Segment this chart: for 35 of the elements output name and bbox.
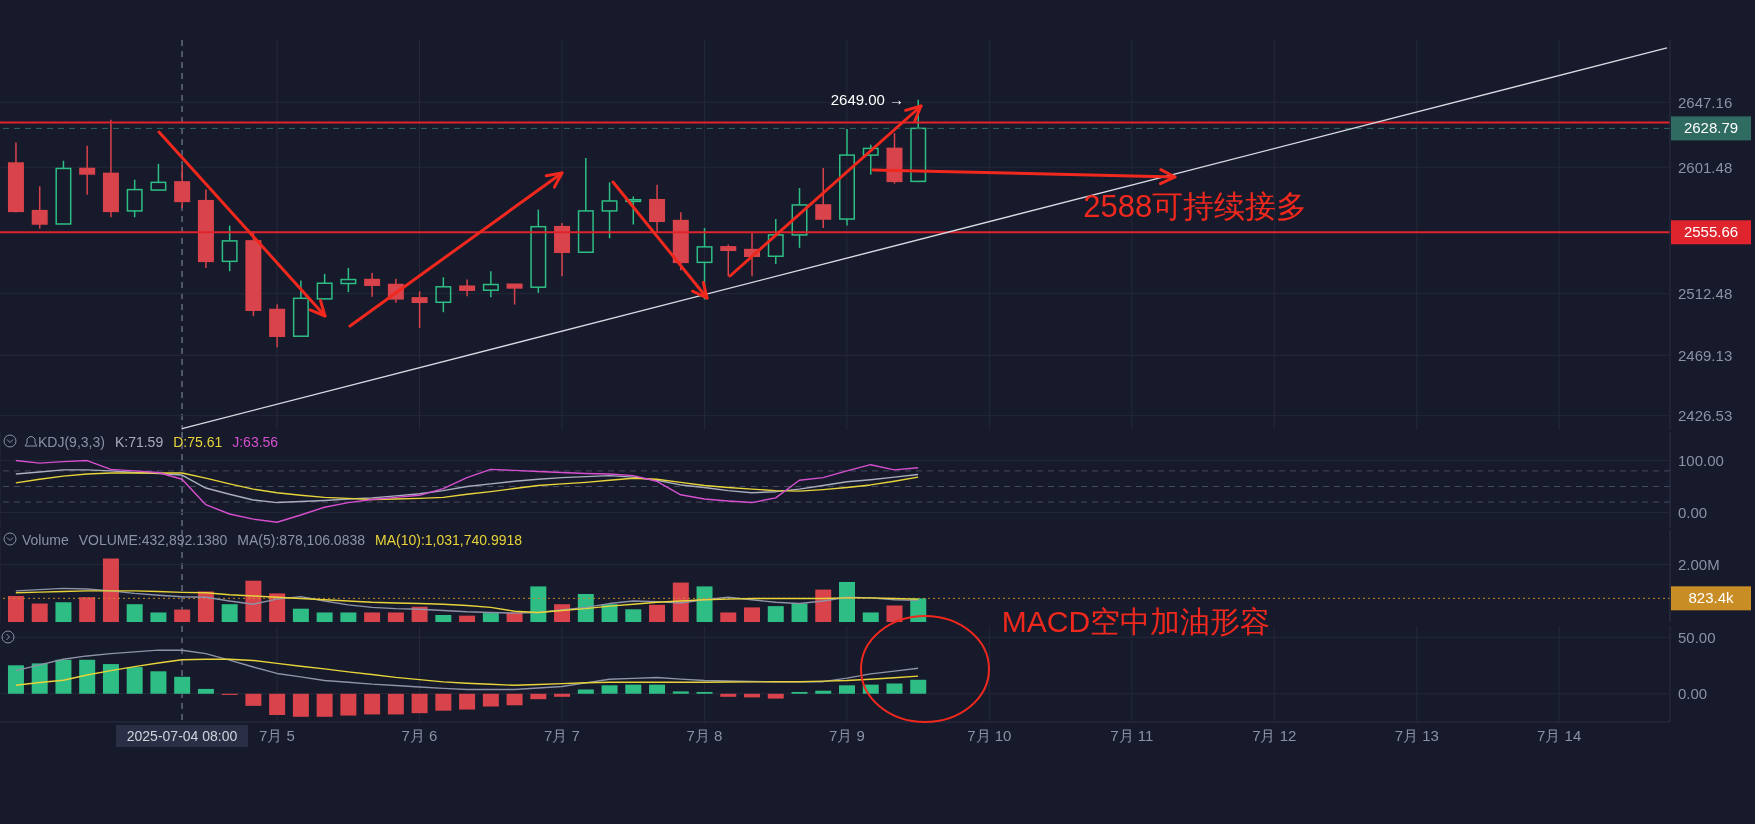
ref-line-label: 2555.66	[1683, 223, 1739, 241]
x-tick-label: 7月 8	[686, 726, 723, 744]
y-tick-label: 2469.13	[1678, 346, 1733, 364]
y-tick-label: 2647.16	[1678, 93, 1733, 111]
x-tick-label: 7月 7	[544, 726, 580, 744]
y-tick-label: 2601.48	[1678, 158, 1733, 176]
annotation: 2588可持续接多	[1083, 189, 1308, 225]
ref-line-label: 823.4k	[1688, 589, 1735, 607]
x-tick-label: 7月 12	[1252, 726, 1297, 744]
x-tick-label: 7月 10	[967, 726, 1012, 744]
series-label: K:71.59	[114, 434, 164, 450]
text: MA(10):1,031,740.9918	[375, 532, 523, 548]
x-tick-label: 7月 14	[1537, 726, 1582, 744]
ref-line-label: 2025-07-04 08:00	[126, 728, 238, 744]
series-label: D:75.61	[173, 434, 223, 450]
y-tick-label: 2.00M	[1678, 555, 1720, 573]
chart-title: Volume	[22, 532, 69, 548]
y-tick-label: 0.00	[1678, 503, 1708, 521]
ref-line-label: 2628.79	[1683, 119, 1739, 137]
y-tick-label: 0.00	[1678, 685, 1708, 703]
y-tick-label: 50.00	[1678, 628, 1716, 646]
annotation: VOLUME:432,892.1380	[78, 532, 228, 548]
x-tick-label: 7月 9	[828, 726, 865, 744]
x-tick-label: 7月 11	[1110, 726, 1154, 744]
y-tick-label: 100.00	[1678, 451, 1724, 469]
text: MA(5):878,106.0838	[237, 532, 365, 548]
text: J:63.56	[232, 434, 279, 450]
y-tick-label: 2426.53	[1678, 407, 1733, 425]
x-tick-label: 7月 6	[401, 726, 438, 744]
y-tick-label: 2512.48	[1678, 284, 1733, 302]
chart-title: KDJ(9,3,3)	[38, 434, 105, 450]
annotation: 2649.00 →	[830, 90, 905, 108]
annotation: MACD空中加油形容	[1001, 603, 1271, 640]
x-tick-label: 7月 13	[1394, 726, 1439, 744]
x-tick-label: 7月 5	[259, 726, 295, 744]
